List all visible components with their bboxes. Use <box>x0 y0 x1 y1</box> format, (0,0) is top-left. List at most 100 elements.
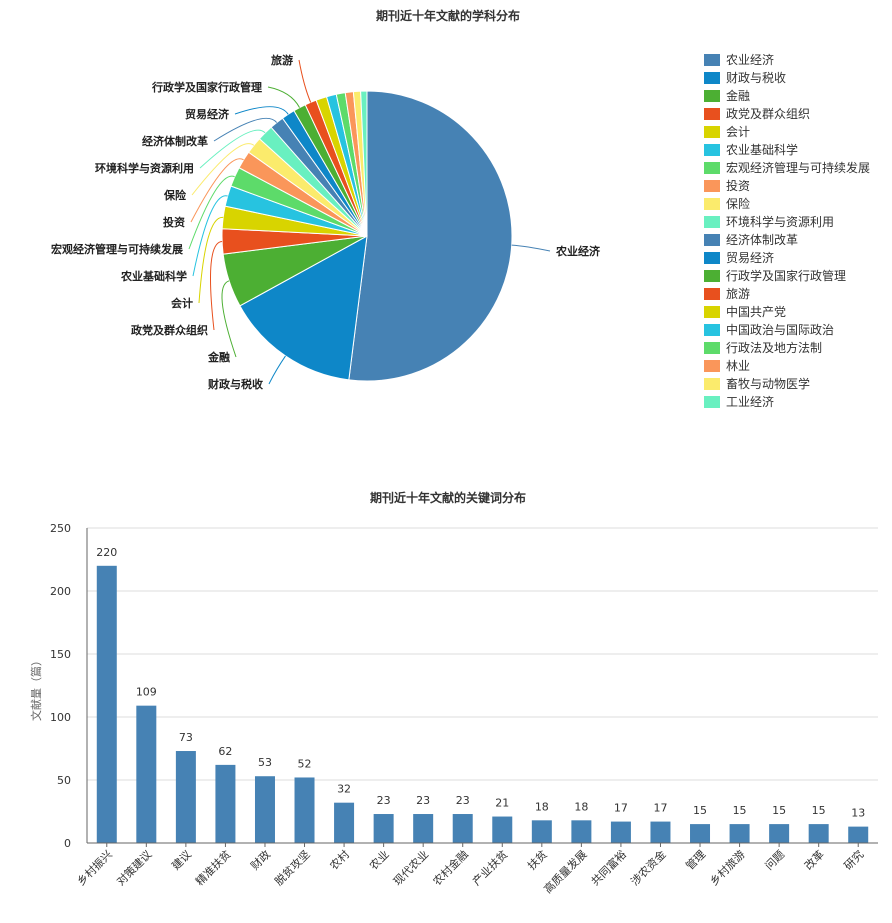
pie-slice[interactable] <box>360 90 368 237</box>
pie-slice[interactable] <box>239 235 368 381</box>
bar[interactable] <box>650 821 671 843</box>
legend-item[interactable]: 中国共产党 <box>704 304 786 319</box>
legend-item[interactable]: 林业 <box>704 359 750 373</box>
legend-item[interactable]: 行政法及地方法制 <box>704 340 822 355</box>
pie-slice-label: 宏观经济管理与可持续发展 <box>51 242 184 256</box>
pie-label-leader <box>234 106 289 115</box>
bar[interactable] <box>136 705 157 843</box>
legend-swatch <box>704 342 720 354</box>
legend-swatch <box>704 162 720 174</box>
legend-label: 行政法及地方法制 <box>726 340 822 355</box>
legend-swatch <box>704 252 720 264</box>
pie-label-leader <box>198 216 224 304</box>
legend-item[interactable]: 金融 <box>704 88 750 103</box>
legend-label: 财政与税收 <box>726 71 786 85</box>
legend-swatch <box>704 360 720 372</box>
pie-legend: 农业经济财政与税收金融政党及群众组织会计农业基础科学宏观经济管理与可持续发展投资… <box>704 52 870 409</box>
bar[interactable] <box>373 814 394 843</box>
legend-label: 金融 <box>726 88 750 103</box>
y-tick-label: 100 <box>50 711 71 724</box>
legend-item[interactable]: 财政与税收 <box>704 71 786 85</box>
bar[interactable] <box>294 777 315 843</box>
bar[interactable] <box>452 814 473 843</box>
legend-item[interactable]: 保险 <box>704 196 750 211</box>
legend-item[interactable]: 工业经济 <box>704 394 774 409</box>
pie-slice-label: 政党及群众组织 <box>131 323 208 337</box>
pie-label-leader <box>221 280 237 358</box>
legend-item[interactable]: 经济体制改革 <box>704 232 798 247</box>
x-tick-label: 精准扶贫 <box>193 847 234 888</box>
pie-slice-label: 农业经济 <box>555 244 601 258</box>
legend-swatch <box>704 324 720 336</box>
legend-label: 工业经济 <box>726 394 774 409</box>
pie-label-leader <box>188 175 235 250</box>
bar[interactable] <box>729 824 750 843</box>
legend-swatch <box>704 72 720 84</box>
pie-label-leader <box>298 59 312 103</box>
pie-slice-label: 保险 <box>163 188 187 202</box>
pie-label-leader <box>190 158 244 223</box>
bar-value-label: 18 <box>574 800 588 813</box>
bar-value-label: 23 <box>377 794 391 807</box>
bar[interactable] <box>571 820 592 843</box>
legend-swatch <box>704 378 720 390</box>
legend-item[interactable]: 旅游 <box>704 287 750 301</box>
bar[interactable] <box>96 565 117 843</box>
pie-slice-label: 经济体制改革 <box>142 134 208 148</box>
bar[interactable] <box>254 776 275 843</box>
bar-value-label: 53 <box>258 756 272 769</box>
pie-slice-label: 贸易经济 <box>185 107 230 121</box>
x-tick-label: 建议 <box>169 847 194 872</box>
bar[interactable] <box>492 816 513 843</box>
bar[interactable] <box>334 802 355 843</box>
x-tick-label: 共同富裕 <box>588 847 629 888</box>
x-tick-label: 改革 <box>801 847 826 872</box>
legend-swatch <box>704 108 720 120</box>
bar[interactable] <box>610 821 631 843</box>
bar-value-label: 15 <box>733 804 747 817</box>
legend-swatch <box>704 234 720 246</box>
legend-label: 贸易经济 <box>726 250 774 265</box>
bar[interactable] <box>531 820 552 843</box>
bar[interactable] <box>808 824 829 843</box>
bar[interactable] <box>848 826 869 843</box>
bar-bars: 220 109 73 62 53 52 32 23 23 23 21 18 18 17 17 15 15 15 15… <box>96 546 869 843</box>
pie-label-leader <box>209 240 223 331</box>
legend-item[interactable]: 畜牧与动物医学 <box>704 376 810 391</box>
legend-item[interactable]: 农业经济 <box>704 52 774 67</box>
x-tick-label: 高质量发展 <box>541 847 590 896</box>
legend-label: 经济体制改革 <box>726 232 798 247</box>
bar[interactable] <box>769 824 790 843</box>
pie-slice-label: 金融 <box>207 350 230 364</box>
bar[interactable] <box>413 814 434 843</box>
legend-item[interactable]: 会计 <box>704 125 750 139</box>
legend-item[interactable]: 投资 <box>704 178 750 193</box>
x-tick-label: 脱贫攻坚 <box>272 847 313 888</box>
pie-slice-label: 会计 <box>171 296 193 310</box>
bar-value-label: 13 <box>851 807 865 820</box>
legend-item[interactable]: 政党及群众组织 <box>704 106 810 121</box>
bar-value-label: 17 <box>653 802 667 815</box>
pie-slice-label: 旅游 <box>271 53 293 67</box>
bar-value-label: 23 <box>456 794 470 807</box>
legend-item[interactable]: 环境科学与资源利用 <box>704 214 834 229</box>
legend-item[interactable]: 行政学及国家行政管理 <box>704 268 846 283</box>
legend-item[interactable]: 宏观经济管理与可持续发展 <box>704 160 870 175</box>
legend-swatch <box>704 270 720 282</box>
bar-value-label: 52 <box>298 757 312 770</box>
bar[interactable] <box>690 824 711 843</box>
legend-item[interactable]: 贸易经济 <box>704 250 774 265</box>
legend-item[interactable]: 农业基础科学 <box>704 142 798 157</box>
pie-chart: 期刊近十年文献的学科分布 农业经济财政与税收金融政党及群众组织会计农业基础科学宏… <box>51 8 870 409</box>
legend-label: 畜牧与动物医学 <box>726 376 810 391</box>
bar[interactable] <box>175 751 196 843</box>
pie-slice[interactable] <box>348 90 513 382</box>
x-tick-label: 农村金融 <box>430 847 471 888</box>
legend-label: 投资 <box>726 178 750 193</box>
x-tick-label: 产业扶贫 <box>469 847 510 888</box>
bar[interactable] <box>215 764 236 843</box>
pie-label-leader <box>267 86 300 108</box>
x-tick-label: 乡村旅游 <box>707 847 748 888</box>
legend-item[interactable]: 中国政治与国际政治 <box>704 322 834 337</box>
